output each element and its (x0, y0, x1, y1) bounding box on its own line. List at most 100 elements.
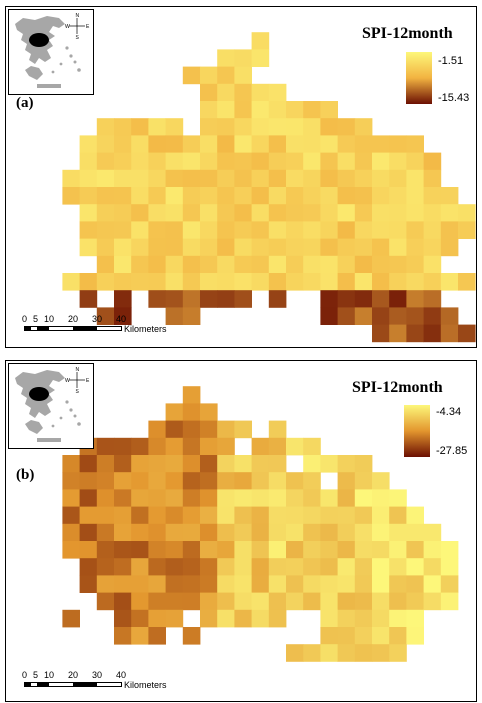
raster-cell (148, 204, 166, 222)
raster-cell (303, 575, 321, 593)
raster-cell (234, 420, 252, 439)
raster-cell (286, 506, 304, 525)
raster-cell (268, 489, 287, 507)
raster-cell (234, 290, 252, 308)
raster-cell (182, 403, 201, 421)
raster-cell (389, 204, 407, 222)
raster-cell (217, 420, 235, 439)
raster-cell (217, 238, 235, 257)
raster-cell (251, 83, 270, 102)
raster-cell (303, 273, 321, 291)
raster-cell (114, 307, 132, 325)
raster-cell (131, 221, 149, 239)
raster-cell (234, 609, 252, 628)
raster-cell (200, 169, 218, 188)
legend-color-ramp-b (404, 405, 430, 457)
raster-cell (217, 169, 235, 188)
raster-cell (96, 489, 115, 507)
raster-cell (458, 324, 476, 343)
raster-cell (96, 255, 115, 274)
raster-cell (440, 324, 459, 343)
raster-cell (423, 152, 442, 171)
raster-cell (217, 541, 235, 559)
raster-cell (251, 489, 270, 507)
raster-cell (182, 541, 201, 559)
raster-cell (320, 541, 338, 559)
raster-cell (96, 523, 115, 542)
raster-cell (320, 273, 338, 291)
raster-cell (406, 169, 424, 188)
raster-cell (165, 420, 184, 439)
raster-cell (389, 609, 407, 628)
raster-cell (217, 118, 235, 136)
raster-cell (320, 575, 338, 593)
raster-cell (389, 489, 407, 507)
raster-cell (131, 523, 149, 542)
raster-cell (165, 255, 184, 274)
raster-cell (320, 307, 338, 325)
raster-cell (303, 204, 321, 222)
raster-cell (200, 221, 218, 239)
raster-cell (182, 290, 201, 308)
raster-cell (389, 644, 407, 662)
raster-cell (217, 101, 235, 119)
compass-n: N (76, 367, 80, 373)
map-panel-a: N W E S (a) SPI-12month -1.51 -15.43 0 5… (5, 6, 477, 348)
raster-cell (131, 135, 149, 153)
raster-cell (372, 324, 390, 343)
raster-cell (406, 592, 424, 611)
raster-cell (148, 558, 166, 576)
raster-cell (440, 541, 459, 559)
raster-cell (131, 558, 149, 576)
raster-cell (389, 506, 407, 525)
raster-cell (423, 255, 442, 274)
raster-cell (251, 592, 270, 611)
greece-locator-icon: N W E S (15, 367, 90, 442)
scale-unit-a: Kilometers (124, 324, 167, 334)
raster-cell (165, 506, 184, 525)
raster-cell (354, 204, 373, 222)
raster-cell (234, 221, 252, 239)
raster-cell (406, 255, 424, 274)
raster-cell (320, 558, 338, 576)
compass-s: S (76, 389, 80, 395)
raster-cell (217, 49, 235, 67)
raster-cell (406, 152, 424, 171)
raster-cell (234, 169, 252, 188)
raster-cell (131, 575, 149, 593)
raster-cell (372, 558, 390, 576)
raster-cell (114, 609, 132, 628)
raster-cell (114, 523, 132, 542)
raster-cell (337, 558, 356, 576)
raster-cell (389, 558, 407, 576)
raster-cell (165, 403, 184, 421)
raster-cell (131, 255, 149, 274)
raster-cell (148, 255, 166, 274)
raster-cell (96, 541, 115, 559)
raster-cell (200, 472, 218, 490)
raster-cell (286, 118, 304, 136)
raster-cell (96, 575, 115, 593)
raster-cell (354, 187, 373, 205)
raster-cell (217, 506, 235, 525)
raster-cell (372, 609, 390, 628)
raster-cell (286, 541, 304, 559)
panel-label-b: (b) (16, 467, 35, 483)
raster-cell (372, 290, 390, 308)
raster-cell (165, 307, 184, 325)
raster-cell (406, 575, 424, 593)
raster-cell (337, 204, 356, 222)
raster-cell (165, 204, 184, 222)
raster-cell (79, 523, 98, 542)
raster-cell (131, 506, 149, 525)
raster-cell (251, 455, 270, 473)
raster-cell (217, 455, 235, 473)
raster-cell (182, 472, 201, 490)
raster-cell (200, 255, 218, 274)
raster-cell (320, 455, 338, 473)
raster-cell (268, 420, 287, 439)
raster-cell (131, 118, 149, 136)
raster-cell (62, 609, 80, 628)
raster-cell (62, 455, 80, 473)
raster-cell (148, 627, 166, 645)
